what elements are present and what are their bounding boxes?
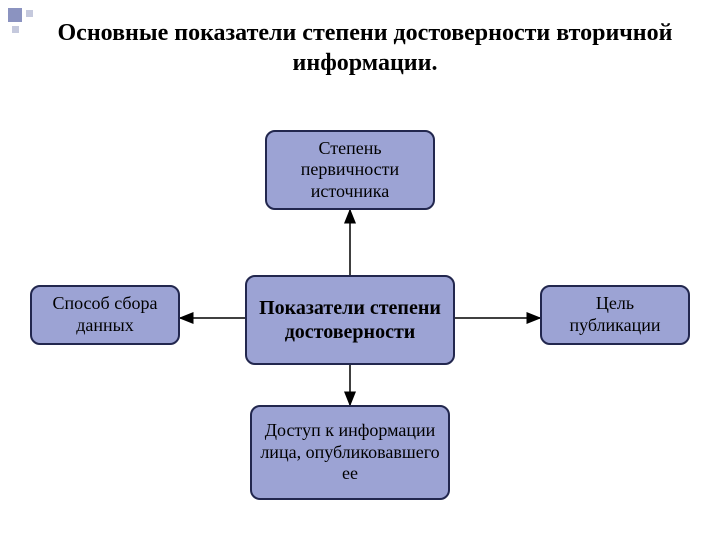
node-bottom: Доступ к информации лица, опубликовавшег… — [250, 405, 450, 500]
node-right: Цель публикации — [540, 285, 690, 345]
deco-square-large — [8, 8, 22, 22]
deco-square-small-2 — [12, 26, 19, 33]
node-left: Способ сбора данных — [30, 285, 180, 345]
slide-title: Основные показатели степени достоверност… — [40, 18, 690, 78]
deco-square-small-1 — [26, 10, 33, 17]
node-top: Степень первичности источника — [265, 130, 435, 210]
node-center: Показатели степени достоверности — [245, 275, 455, 365]
corner-decoration — [8, 8, 38, 38]
